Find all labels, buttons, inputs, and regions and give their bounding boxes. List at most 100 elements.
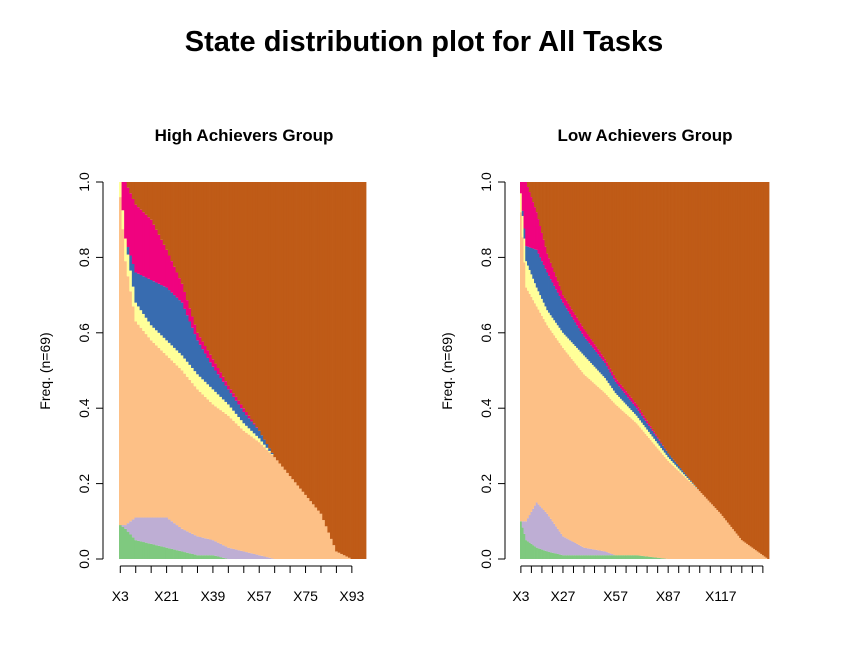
bar-segment-pink <box>214 363 218 371</box>
bar-segment-peach <box>739 537 742 559</box>
bar-segment-peach <box>630 418 633 556</box>
bar-segment-blue <box>198 344 202 377</box>
bar-segment-yellow <box>147 321 151 338</box>
bar-segment-green <box>157 545 161 559</box>
bar-segment-yellow <box>193 371 197 387</box>
bar-segment-blue <box>196 340 200 375</box>
bar-segment-brown <box>317 182 321 511</box>
bar-segment-pink <box>637 407 640 411</box>
bar-segment-blue <box>252 424 256 434</box>
bar-segment-brown <box>155 182 158 230</box>
bar-segment-peach <box>635 423 638 556</box>
bar-segment-peach <box>684 477 687 559</box>
bar-segment-brown <box>649 182 652 427</box>
bar-segment-brown <box>232 182 236 394</box>
bar-segment-lavender <box>242 551 246 559</box>
bar-segment-pink <box>607 365 610 370</box>
bar-segment-green <box>548 551 551 559</box>
bar-segment-brown <box>753 182 756 549</box>
bar-segment-brown <box>242 182 246 409</box>
bar-segment-blue <box>203 353 207 382</box>
bar-segment-peach <box>527 290 530 519</box>
bar-segment-blue <box>211 366 215 390</box>
bar-segment-pink <box>237 400 241 405</box>
bar-segment-blue <box>535 249 538 288</box>
bar-segment-lavender <box>605 552 609 556</box>
bar-segment-peach <box>583 374 586 548</box>
bar-segment-pink <box>521 182 524 211</box>
bar-segment-blue <box>263 439 267 445</box>
bar-segment-pink <box>625 391 628 396</box>
bar-segment-blue <box>270 452 274 455</box>
bar-segment-green <box>572 555 575 559</box>
bar-segment-pink <box>658 439 661 441</box>
bar-segment-green <box>569 555 572 559</box>
bar-segment-blue <box>577 328 581 350</box>
bar-segment-yellow <box>548 312 551 328</box>
bar-segment-green <box>591 555 595 559</box>
bar-segment-blue <box>618 386 621 397</box>
bar-segment-green <box>621 555 624 559</box>
bar-segment-peach <box>705 498 709 559</box>
bar-segment-brown <box>291 182 295 480</box>
bar-segment-yellow <box>639 420 642 428</box>
bar-segment-peach <box>309 501 313 559</box>
bar-segment-yellow <box>567 338 570 355</box>
bar-segment-blue <box>539 257 542 296</box>
bar-segment-brown <box>539 182 542 226</box>
bar-segment-brown <box>162 182 166 245</box>
bar-segment-brown <box>546 182 549 254</box>
bar-segment-green <box>523 533 526 559</box>
bar-segment-yellow <box>558 327 561 343</box>
bar-segment-peach <box>270 454 274 559</box>
bar-segment-brown <box>358 182 362 559</box>
bar-segment-yellow <box>681 472 684 475</box>
bar-segment-green <box>539 548 542 559</box>
bar-segment-green <box>520 521 523 559</box>
bar-segment-green <box>549 552 552 559</box>
bar-segment-brown <box>735 182 738 534</box>
bar-segment-brown <box>681 182 684 471</box>
bar-segment-pink <box>630 397 633 402</box>
bar-segment-pink <box>193 324 197 335</box>
bar-segment-pink <box>551 267 554 283</box>
bar-segment-lavender <box>542 509 545 551</box>
bar-segment-yellow <box>185 361 189 377</box>
bar-segment-peach <box>152 342 156 518</box>
bar-segment-pink <box>203 346 207 354</box>
bar-segment-lavender <box>178 526 182 551</box>
bar-segment-green <box>574 555 577 559</box>
bar-segment-blue <box>232 396 236 411</box>
bar-segment-yellow <box>574 346 577 364</box>
bar-segment-blue <box>565 308 568 337</box>
bar-segment-lavender <box>527 518 530 542</box>
bar-segment-peach <box>609 398 612 554</box>
bar-segment-blue <box>632 403 635 412</box>
bar-segment-yellow <box>180 355 184 371</box>
bar-segment-green <box>649 556 652 559</box>
bar-segment-pink <box>525 182 528 247</box>
bar-segment-yellow <box>556 325 559 341</box>
bar-segment-lavender <box>180 528 184 552</box>
bar-segment-brown <box>572 182 575 313</box>
bar-segment-pink <box>616 380 619 385</box>
bar-segment-yellow <box>579 351 582 370</box>
bar-segment-peach <box>278 463 282 559</box>
bar-segment-blue <box>640 415 644 423</box>
bar-segment-yellow <box>175 350 179 366</box>
bar-segment-blue <box>688 478 691 480</box>
bar-segment-pink <box>221 376 225 382</box>
bar-segment-brown <box>252 182 256 424</box>
bar-segment-brown <box>648 182 651 424</box>
bar-segment-blue <box>628 399 631 409</box>
bar-segment-lavender <box>556 528 559 554</box>
bar-segment-peach <box>206 399 210 539</box>
bar-segment-yellow <box>653 438 656 445</box>
bar-segment-brown <box>301 182 305 492</box>
bar-segment-peach <box>714 508 717 560</box>
bar-segment-brown <box>245 182 249 412</box>
panel-low-achievers: Low Achievers Group Freq. (n=69) 0.0 0.2 0… <box>439 126 770 604</box>
bar-segment-brown <box>744 182 747 543</box>
bar-segment-green <box>577 555 581 559</box>
bar-segment-pink <box>201 341 205 350</box>
